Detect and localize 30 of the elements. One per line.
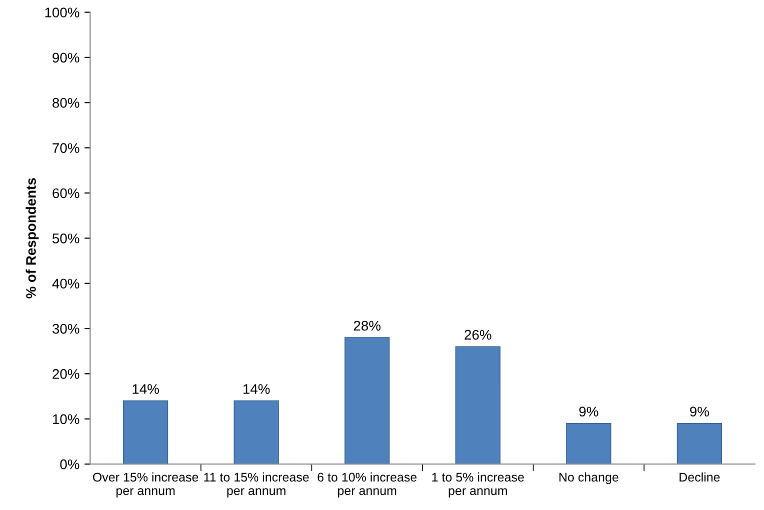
data-label: 14% (243, 384, 270, 394)
y-tick-label: 60% (52, 188, 80, 198)
bar (455, 346, 500, 464)
bar (122, 400, 168, 464)
y-tick-label: 90% (52, 52, 80, 63)
y-tick-label: 20% (52, 369, 80, 379)
bar (566, 423, 612, 464)
bar (344, 337, 390, 464)
x-tick-label: Over 15% increase per annum (92, 472, 198, 498)
x-tick-label: 6 to 10% increase per annum (318, 472, 417, 498)
y-tick-label: 100% (45, 8, 80, 18)
y-tick-label: 70% (52, 143, 80, 153)
data-label: 14% (132, 384, 159, 394)
bar (676, 423, 722, 464)
y-tick-label: 30% (52, 324, 80, 334)
y-axis-title: % of Respondents (26, 178, 39, 298)
x-tick-label: 11 to 15% increase per annum (204, 472, 309, 498)
y-tick-label: 40% (52, 278, 80, 289)
data-label: 28% (354, 320, 381, 331)
y-tick-label: 50% (52, 234, 80, 244)
data-label: 9% (579, 406, 598, 417)
y-tick-label: 80% (52, 98, 80, 108)
data-label: 26% (464, 330, 492, 340)
data-label: 9% (690, 406, 709, 417)
bar (234, 400, 279, 464)
x-tick-label: 1 to 5% increase per annum (432, 472, 524, 498)
x-tick-label: Decline (680, 472, 720, 482)
y-tick-label: 0% (60, 459, 80, 470)
x-tick-label: No change (559, 472, 618, 484)
y-tick-label: 10% (52, 414, 80, 424)
